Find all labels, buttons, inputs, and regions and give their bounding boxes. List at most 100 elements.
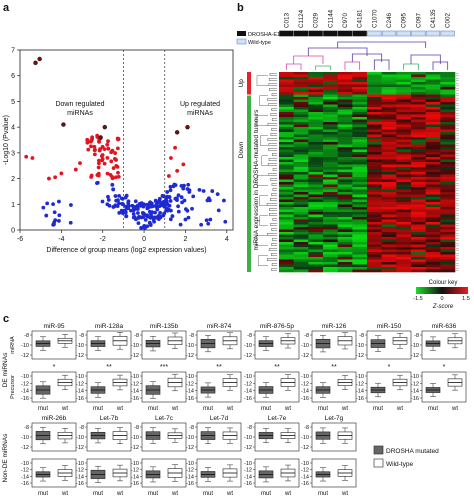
heatmap-cell (352, 102, 368, 105)
heatmap-cell (337, 154, 353, 158)
heatmap-cell (381, 182, 397, 185)
heatmap-cell (381, 94, 397, 98)
point-nonsignificant (155, 215, 160, 220)
significance-star: * (443, 364, 446, 371)
heatmap-cell (411, 97, 426, 100)
heatmap-cell (279, 134, 294, 138)
heatmap-cell (279, 164, 294, 168)
heatmap-cell (337, 157, 353, 160)
y-tick-label: -10 (356, 343, 364, 349)
heatmap-cell (337, 182, 353, 185)
point-nonsignificant (150, 201, 154, 206)
heatmap-cell (440, 252, 456, 255)
heatmap-cell (440, 142, 456, 145)
y-tick-label: -12 (76, 468, 84, 474)
y-tick-label: -12 (301, 468, 309, 474)
heatmap-cell (323, 157, 338, 160)
heatmap-cell (396, 209, 412, 213)
row-dendrogram-branch (271, 253, 277, 256)
heatmap-cell (293, 204, 309, 208)
row-dendrogram-branch (255, 115, 268, 126)
heatmap-cell (411, 219, 426, 223)
heatmap-cell (337, 237, 353, 240)
heatmap-cell (323, 187, 338, 190)
row-dendrogram-branch (269, 208, 277, 211)
heatmap-cell (440, 134, 456, 138)
heatmap-cell (411, 237, 426, 240)
legend-mutated-label: DROSHA mutated (386, 448, 439, 455)
heatmap-cell (425, 119, 441, 123)
heatmap-cell (352, 224, 368, 228)
point-nonsignificant (130, 203, 135, 208)
point-nonsignificant (117, 193, 122, 198)
heatmap-cell (411, 127, 426, 130)
heatmap-cell (323, 152, 338, 155)
heatmap-cell (323, 172, 338, 175)
heatmap-cell (425, 152, 441, 155)
point-significant (116, 170, 120, 175)
heatmap-cell (381, 142, 397, 145)
row-dendrogram-branch (271, 263, 277, 266)
heatmap-cell (279, 214, 294, 218)
heatmap-cell (323, 249, 338, 253)
x-tick-label: 0 (142, 236, 146, 243)
significance-star: ** (106, 364, 112, 371)
x-tick-wt: wt (341, 491, 348, 497)
boxplot-frame (196, 458, 242, 488)
heatmap-cell (440, 219, 456, 223)
heatmap-cell (411, 222, 426, 225)
heatmap-cell (381, 172, 397, 175)
heatmap-cell (411, 267, 426, 270)
x-tick-mut: mut (261, 491, 271, 497)
heatmap-cell (381, 74, 397, 78)
heatmap-cell (293, 74, 309, 78)
point-nonsignificant (117, 201, 121, 206)
heatmap-cell (308, 197, 324, 200)
point-nonsignificant (69, 203, 73, 207)
heatmap-cell (337, 207, 353, 210)
heatmap-cell (293, 262, 309, 265)
heatmap-cell (293, 217, 309, 220)
point-nonsignificant (139, 215, 144, 220)
heatmap-cell (337, 104, 353, 108)
heatmap-cell (367, 182, 382, 185)
heatmap-cell (411, 179, 426, 183)
heatmap-cell (337, 84, 353, 88)
heatmap-cell (337, 257, 353, 260)
heatmap-cell (411, 134, 426, 138)
heatmap-cell (308, 179, 324, 183)
heatmap-cell (411, 157, 426, 160)
heatmap-cell (308, 79, 324, 83)
heatmap-cell (279, 192, 294, 195)
heatmap-cell (352, 227, 368, 230)
heatmap-cell (396, 242, 412, 245)
heatmap-cell (411, 259, 426, 263)
heatmap-cell (411, 154, 426, 158)
heatmap-cell (337, 102, 353, 105)
heatmap-cell (293, 267, 309, 270)
heatmap-cell (279, 229, 294, 233)
point-significant (105, 155, 110, 160)
heatmap-cell (411, 129, 426, 133)
heatmap-cell (411, 269, 426, 273)
row-dendrogram-branch (272, 168, 277, 171)
heatmap-cell (440, 222, 456, 225)
heatmap-cell (352, 254, 368, 258)
point-nonsignificant (162, 201, 167, 206)
heatmap-cell (352, 154, 368, 158)
point-significant (89, 144, 93, 149)
heatmap-cell (279, 219, 294, 223)
heatmap-cell (279, 92, 294, 95)
point-nonsignificant (121, 202, 126, 207)
point-nonsignificant (176, 193, 181, 198)
heatmap-cell (323, 207, 338, 210)
heatmap-cell (367, 264, 382, 268)
heatmap-cell (440, 232, 456, 235)
y-tick-label: -10 (411, 374, 419, 380)
y-tick-label: -10 (301, 374, 309, 380)
heatmap-cell (323, 92, 338, 95)
y-tick-label: 3 (11, 150, 15, 157)
point-nonsignificant (148, 223, 153, 227)
